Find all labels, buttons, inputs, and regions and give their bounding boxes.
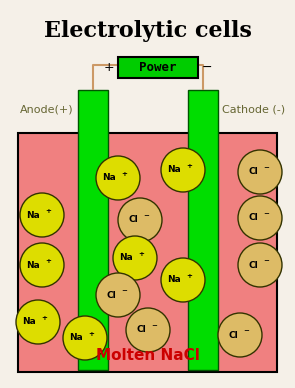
- Circle shape: [126, 308, 170, 352]
- Text: Electrolytic cells: Electrolytic cells: [44, 20, 251, 42]
- Text: Cl: Cl: [128, 215, 138, 225]
- Text: −: −: [121, 288, 127, 294]
- Text: −: −: [243, 328, 249, 334]
- Circle shape: [218, 313, 262, 357]
- Text: Na: Na: [119, 253, 133, 263]
- Bar: [118, 57, 198, 78]
- Circle shape: [96, 156, 140, 200]
- Circle shape: [238, 243, 282, 287]
- Circle shape: [118, 198, 162, 242]
- Bar: [18, 133, 277, 372]
- Text: Molten NaCl: Molten NaCl: [96, 348, 199, 362]
- Text: +: +: [186, 163, 192, 169]
- Circle shape: [238, 150, 282, 194]
- Circle shape: [161, 148, 205, 192]
- Text: Power: Power: [139, 61, 177, 74]
- Text: −: −: [263, 211, 269, 217]
- Text: Cl: Cl: [106, 291, 116, 300]
- Text: +: +: [41, 315, 47, 321]
- Text: +: +: [45, 258, 51, 264]
- Text: +: +: [45, 208, 51, 214]
- Text: Cl: Cl: [228, 331, 238, 340]
- Text: Cathode (-): Cathode (-): [222, 105, 285, 115]
- Text: Na: Na: [22, 317, 36, 326]
- Text: Na: Na: [167, 166, 181, 175]
- Text: Cl: Cl: [248, 213, 258, 222]
- Text: −: −: [151, 323, 157, 329]
- Text: Cl: Cl: [136, 326, 146, 334]
- Bar: [78, 90, 108, 370]
- Text: Cl: Cl: [248, 168, 258, 177]
- Circle shape: [113, 236, 157, 280]
- Text: −: −: [263, 165, 269, 171]
- Circle shape: [96, 273, 140, 317]
- Text: +: +: [186, 273, 192, 279]
- Text: Na: Na: [167, 275, 181, 284]
- Text: Na: Na: [69, 334, 83, 343]
- Text: +: +: [121, 171, 127, 177]
- Text: Na: Na: [26, 260, 40, 270]
- Circle shape: [63, 316, 107, 360]
- Text: −: −: [143, 213, 149, 219]
- Text: +: +: [88, 331, 94, 337]
- Text: Anode(+): Anode(+): [20, 105, 74, 115]
- Text: Cl: Cl: [248, 260, 258, 270]
- Bar: [188, 90, 218, 370]
- Text: Na: Na: [26, 211, 40, 220]
- Circle shape: [161, 258, 205, 302]
- Text: +: +: [103, 61, 114, 74]
- Circle shape: [238, 196, 282, 240]
- Text: −: −: [202, 61, 212, 74]
- Text: +: +: [138, 251, 144, 257]
- Circle shape: [20, 243, 64, 287]
- Text: Na: Na: [102, 173, 116, 182]
- Circle shape: [20, 193, 64, 237]
- Text: −: −: [263, 258, 269, 264]
- Circle shape: [16, 300, 60, 344]
